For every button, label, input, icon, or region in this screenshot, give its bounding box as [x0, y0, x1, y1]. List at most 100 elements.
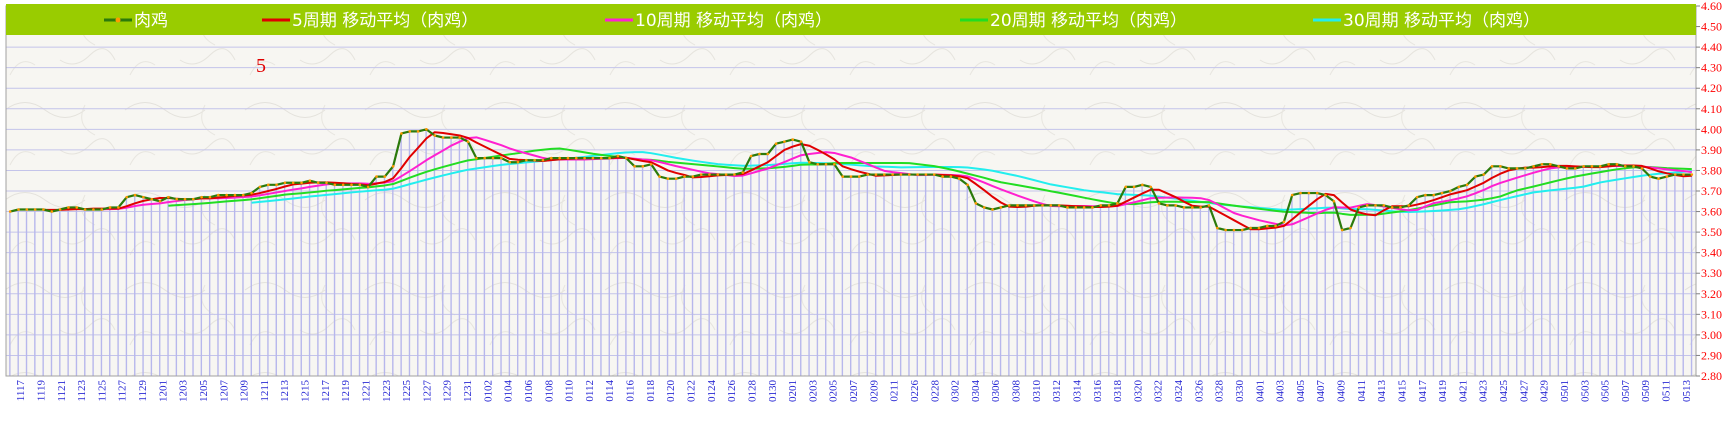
- x-tick-label: 0312: [1051, 380, 1063, 402]
- bar: [608, 158, 610, 376]
- bar: [766, 154, 769, 376]
- price-point: [566, 156, 570, 160]
- price-point: [849, 175, 853, 178]
- bar: [941, 176, 943, 376]
- bar: [1491, 166, 1493, 376]
- price-point: [1415, 195, 1419, 199]
- bar: [583, 158, 585, 376]
- price-point: [858, 175, 861, 178]
- price-point: [1224, 228, 1227, 232]
- x-tick-label: 0324: [1173, 380, 1185, 403]
- x-tick-label: 0505: [1600, 380, 1612, 403]
- x-tick-label: 0316: [1092, 380, 1104, 403]
- x-tick-label: 0417: [1417, 380, 1429, 403]
- price-point: [999, 206, 1003, 209]
- x-tick-label: 0106: [523, 380, 535, 403]
- bar: [958, 178, 960, 376]
- price-point: [391, 165, 395, 168]
- price-point: [708, 173, 711, 176]
- y-tick-label: 3.20: [1701, 287, 1722, 301]
- x-tick-label: 1219: [340, 380, 352, 403]
- price-point: [1573, 167, 1577, 170]
- price-point: [1199, 206, 1202, 209]
- price-point: [1682, 173, 1685, 176]
- price-point: [1515, 167, 1519, 170]
- bar: [841, 176, 844, 376]
- bar: [1582, 166, 1585, 376]
- bar: [1316, 193, 1318, 376]
- x-tick-label: 0330: [1234, 380, 1246, 403]
- bar: [308, 180, 311, 376]
- bar: [625, 158, 627, 376]
- x-tick-label: 0118: [645, 380, 657, 402]
- price-point: [608, 156, 611, 160]
- bar: [533, 160, 536, 376]
- bar: [400, 133, 402, 376]
- price-point: [1382, 204, 1386, 207]
- annotation-label: 5: [256, 55, 266, 77]
- x-tick-label: 1119: [35, 380, 47, 402]
- price-point: [200, 195, 203, 199]
- bar: [1599, 166, 1601, 376]
- legend-label: 5周期 移动平均（肉鸡）: [292, 11, 478, 31]
- bar: [142, 197, 144, 376]
- bar: [1466, 184, 1468, 376]
- x-tick-label: 0509: [1640, 380, 1652, 403]
- bar: [616, 156, 619, 376]
- bar: [866, 174, 869, 376]
- x-tick-label: 0427: [1518, 380, 1530, 403]
- x-tick-label: 1221: [360, 380, 372, 402]
- price-point: [883, 173, 886, 176]
- x-tick-label: 0328: [1214, 380, 1226, 403]
- price-point: [924, 173, 928, 176]
- price-point: [108, 206, 112, 209]
- price-point: [525, 158, 528, 162]
- x-tick-label: 0513: [1681, 380, 1693, 403]
- price-point: [466, 140, 470, 143]
- bar: [100, 209, 103, 376]
- price-point: [225, 193, 228, 197]
- bar: [775, 143, 777, 376]
- price-point: [383, 175, 387, 178]
- bar: [225, 195, 228, 376]
- x-tick-label: 0203: [807, 380, 819, 403]
- price-point: [358, 183, 362, 187]
- bar: [825, 164, 827, 376]
- bar: [750, 156, 752, 376]
- y-tick-label: 4.10: [1701, 102, 1722, 116]
- y-tick-label: 4.60: [1701, 0, 1722, 13]
- bar: [392, 166, 394, 376]
- x-tick-label: 0503: [1579, 380, 1591, 403]
- x-tick-label: 0201: [787, 380, 799, 402]
- price-point: [1374, 204, 1377, 207]
- bar: [816, 164, 819, 376]
- y-tick-label: 3.10: [1701, 307, 1722, 321]
- price-point: [133, 193, 137, 197]
- price-point: [1532, 165, 1535, 168]
- price-point: [250, 191, 253, 195]
- bar: [1449, 191, 1451, 376]
- price-point: [916, 173, 919, 176]
- legend-label: 肉鸡: [134, 11, 168, 31]
- bar: [333, 184, 336, 376]
- x-tick-label: 0401: [1254, 380, 1266, 402]
- x-tick-label: 1205: [198, 380, 210, 403]
- bar: [575, 158, 577, 376]
- bar: [800, 141, 802, 376]
- price-point: [1041, 204, 1044, 207]
- price-point: [932, 173, 936, 176]
- price-point: [749, 154, 753, 158]
- x-tick-label: 1129: [137, 380, 149, 402]
- bar: [508, 162, 511, 376]
- price-point: [907, 173, 911, 176]
- bar: [200, 197, 203, 376]
- price-point: [791, 138, 795, 141]
- price-point: [1673, 173, 1677, 176]
- x-tick-label: 0102: [482, 380, 494, 402]
- price-point: [142, 195, 145, 199]
- price-point: [1457, 185, 1461, 189]
- bar: [666, 178, 669, 376]
- bar: [741, 172, 744, 376]
- bar: [558, 158, 561, 376]
